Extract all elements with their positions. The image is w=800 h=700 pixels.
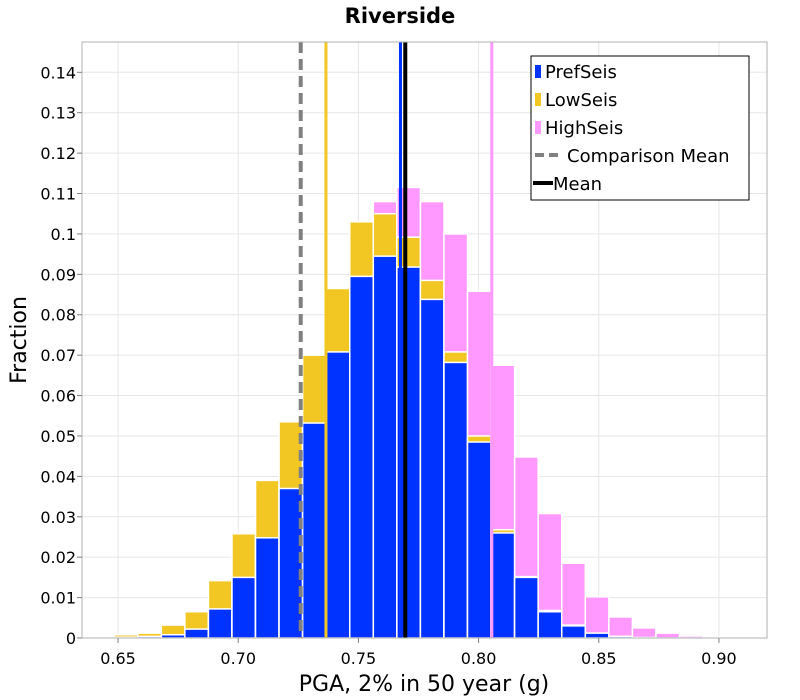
bar-prefseis [466,441,492,639]
bar-prefseis [207,608,233,639]
bar-prefseis [560,625,587,639]
y-tick-label: 0.01 [40,589,76,608]
chart-title: Riverside [345,4,456,28]
legend-swatch-prefseis [535,65,541,78]
x-axis-label: PGA, 2% in 50 year (g) [299,672,550,697]
bar-prefseis [231,576,257,639]
y-tick-label: 0.06 [40,387,76,406]
y-tick-label: 0.14 [40,63,76,82]
legend-label-highseis: HighSeis [545,118,623,139]
legend: PrefSeis LowSeis HighSeis Comparison Mean Me… [530,55,750,201]
y-tick-label: 0.08 [40,306,76,325]
x-tick-label: 0.90 [701,649,737,668]
y-axis-label: Fraction [7,296,32,384]
bar-highseis [655,632,681,639]
legend-swatch-lowseis [535,93,541,106]
x-tick-label: 0.85 [581,649,617,668]
x-axis-ticks: 0.65 0.70 0.75 0.80 0.85 0.90 [100,638,737,668]
y-tick-label: 0.1 [51,225,76,244]
legend-label-lowseis: LowSeis [545,90,617,111]
y-tick-label: 0.11 [40,185,76,204]
y-tick-label: 0.04 [40,467,76,486]
plot-frame [81,41,768,639]
y-axis-ticks: 0 0.01 0.02 0.03 0.04 0.05 0.06 0.07 0.08 0.09 0.1… [40,63,82,648]
mean-lines [298,42,494,638]
legend-box [530,55,750,201]
bar-prefseis [325,351,351,639]
bar-prefseis [184,628,210,639]
y-tick-label: 0.03 [40,508,76,527]
bar-prefseis [584,632,610,639]
bar-highseis [608,616,634,639]
y-tick-label: 0.05 [40,427,76,446]
bar-prefseis [513,576,539,639]
bars [89,186,751,639]
x-tick-label: 0.70 [220,649,256,668]
y-tick-label: 0.02 [40,548,76,567]
bar-prefseis [537,610,563,639]
bar-prefseis [443,361,469,639]
y-tick-label: 0 [66,629,76,648]
y-tick-label: 0.13 [40,104,76,123]
bar-highseis [584,596,610,639]
legend-label-prefseis: PrefSeis [545,62,617,83]
x-tick-label: 0.75 [341,649,377,668]
legend-label-comparison-mean: Comparison Mean [567,146,730,167]
y-tick-label: 0.12 [40,144,76,163]
bar-prefseis [301,422,327,639]
y-tick-label: 0.07 [40,346,76,365]
x-tick-label: 0.65 [100,649,136,668]
bar-prefseis [372,255,398,639]
bar-prefseis [254,537,280,639]
bar-prefseis [349,275,375,639]
bar-prefseis [490,532,516,639]
x-tick-label: 0.80 [461,649,497,668]
legend-swatch-highseis [535,121,541,134]
bar-prefseis [419,298,445,639]
legend-label-mean: Mean [553,174,602,195]
bar-highseis [631,627,657,639]
y-tick-label: 0.09 [40,265,76,284]
